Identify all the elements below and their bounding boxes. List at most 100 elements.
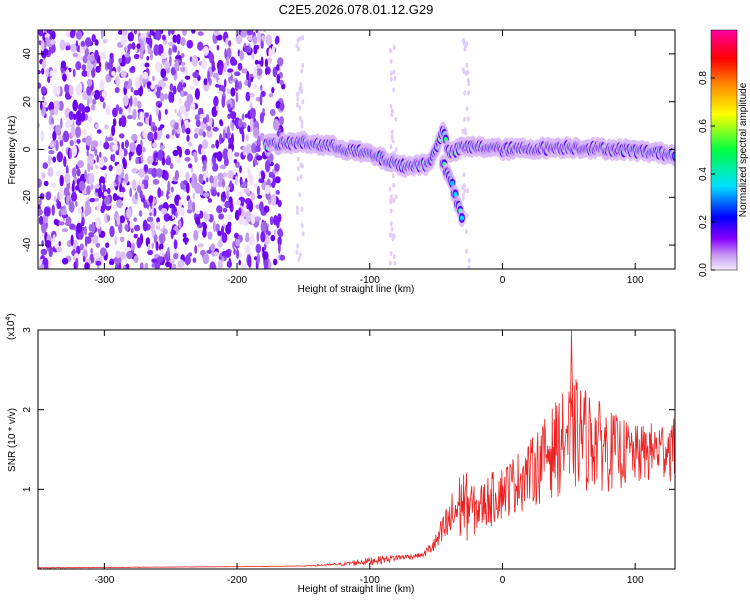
spectrogram-noise-cell xyxy=(393,75,397,81)
spectrogram-noise-cell xyxy=(147,249,154,256)
spectrogram-noise-cell xyxy=(42,162,49,170)
spectrogram-noise-cell xyxy=(51,204,55,216)
spectrogram-noise-cell xyxy=(161,34,166,41)
spectrogram-noise-cell xyxy=(389,76,393,82)
spectrogram-noise-cell xyxy=(75,126,81,138)
spectrogram-noise-cell xyxy=(197,31,204,36)
spectrogram-noise-cell xyxy=(234,71,241,77)
spectrogram-noise-cell xyxy=(235,161,240,168)
colorbar-tick-label: 0.2 xyxy=(698,215,709,229)
spectrogram-noise-cell xyxy=(391,236,395,242)
spectrogram-noise-cell xyxy=(143,164,148,173)
spectrogram-noise-cell xyxy=(236,248,239,260)
spectrogram-noise-cell xyxy=(122,265,126,269)
spectrogram-noise-cell xyxy=(157,221,161,227)
spectrogram-noise-cell xyxy=(149,37,153,48)
spectrogram-noise-cell xyxy=(389,208,393,214)
spectrogram-noise-cell xyxy=(113,204,117,210)
spectrogram-noise-cell xyxy=(140,32,147,38)
spectrogram-noise-cell xyxy=(233,159,237,164)
spectrogram-noise-cell xyxy=(244,45,251,53)
spectrogram-noise-cell xyxy=(270,234,276,242)
spectrogram-noise-cell xyxy=(461,192,465,198)
spectrogram-noise-cell xyxy=(143,201,148,209)
spectrogram-noise-cell xyxy=(101,90,108,98)
spectrogram-noise-cell xyxy=(273,229,277,238)
colorbar-tick-label: 0.8 xyxy=(698,71,709,85)
spectrogram-noise-cell xyxy=(75,30,83,40)
spectrogram-noise-cell xyxy=(221,257,225,262)
colorbar-label: Normalized spectral amplitude xyxy=(738,82,749,217)
spectrogram-noise-cell xyxy=(205,213,211,221)
spectrogram-noise-cell xyxy=(233,248,236,255)
spectrogram-noise-cell xyxy=(68,84,74,97)
spectrogram-noise-cell xyxy=(86,85,92,96)
spectrogram-noise-cell xyxy=(117,30,124,35)
spectrogram-noise-cell xyxy=(100,30,104,40)
spectrogram-noise-cell xyxy=(392,182,396,188)
spectrogram-noise-cell xyxy=(164,108,168,115)
spectrogram-noise-cell xyxy=(296,205,299,211)
spectrogram-noise-cell xyxy=(38,178,42,188)
spectrogram-noise-cell xyxy=(232,98,235,110)
spectrogram-noise-cell xyxy=(88,172,95,185)
spectrogram-noise-cell xyxy=(64,173,71,184)
spectrogram-noise-cell xyxy=(127,32,134,42)
spectrogram-noise-cell xyxy=(390,226,394,232)
spectrogram-noise-cell xyxy=(96,203,101,211)
spectrogram-noise-cell xyxy=(201,147,206,156)
spectrogram-noise-cell xyxy=(121,30,128,36)
spectrogram-noise-cell xyxy=(90,183,94,190)
spectrogram-noise-cell xyxy=(120,251,126,260)
spectrogram-noise-cell xyxy=(169,258,175,264)
spectrogram-noise-cell xyxy=(42,99,46,107)
spectrogram-noise-cell xyxy=(158,233,166,244)
spectrogram-noise-cell xyxy=(192,192,196,200)
spectrogram-noise-cell xyxy=(72,68,76,78)
spectrogram-noise-cell xyxy=(104,124,109,130)
spectrogram-noise-cell xyxy=(465,106,469,112)
spectrogram-noise-cell xyxy=(180,37,186,47)
spectrogram-noise-cell xyxy=(241,130,245,143)
spectrogram-noise-cell xyxy=(98,61,102,68)
spectrogram-noise-cell xyxy=(217,180,223,188)
spectrogram-noise-cell xyxy=(107,214,110,222)
spectrogram-noise-cell xyxy=(155,30,162,41)
spectrogram-noise-cell xyxy=(144,112,149,118)
spectrogram-noise-cell xyxy=(107,187,111,195)
spectrogram-noise-cell xyxy=(193,230,198,240)
spectrogram-noise-cell xyxy=(391,138,395,144)
spectrogram-noise-cell xyxy=(187,141,193,147)
spectrogram-noise-cell xyxy=(300,206,304,212)
spectrogram-noise-cell xyxy=(181,30,188,37)
spectrogram-noise-cell xyxy=(253,44,258,55)
spectrogram-noise-cell xyxy=(467,90,470,96)
spectrogram-noise-cell xyxy=(58,241,61,247)
spectrogram-noise-cell xyxy=(52,130,57,141)
spectrogram-noise-cell xyxy=(229,112,234,117)
spectrogram-noise-cell xyxy=(263,205,270,213)
spectrogram-noise-cell xyxy=(124,173,129,184)
spectrogram-noise-cell xyxy=(252,35,258,45)
spectrogram-noise-cell xyxy=(259,94,263,106)
spectrogram-noise-cell xyxy=(129,221,134,229)
spectrogram-noise-cell xyxy=(186,39,194,49)
spectrogram-noise-cell xyxy=(389,58,393,64)
spectrogram-noise-cell xyxy=(239,165,242,173)
spectrogram-noise-cell xyxy=(295,102,299,108)
spectrogram-noise-cell xyxy=(388,186,392,192)
spectrogram-noise-cell xyxy=(118,175,122,184)
spectrogram-noise-cell xyxy=(116,199,123,209)
spectrogram-noise-cell xyxy=(203,78,208,86)
spectrogram-noise-cell xyxy=(216,151,223,162)
spectrogram-noise-cell xyxy=(48,154,52,166)
colorbar-tick-label: 0.4 xyxy=(698,167,709,181)
spectrogram-noise-cell xyxy=(160,145,165,150)
spectrogram-noise-cell xyxy=(158,103,161,108)
spectrogram-noise-cell xyxy=(145,116,150,126)
spectrogram-noise-cell xyxy=(109,225,115,238)
spectrogram-noise-cell xyxy=(137,100,142,109)
spectrogram-noise-cell xyxy=(151,258,157,264)
spectrogram-noise-cell xyxy=(108,164,113,172)
